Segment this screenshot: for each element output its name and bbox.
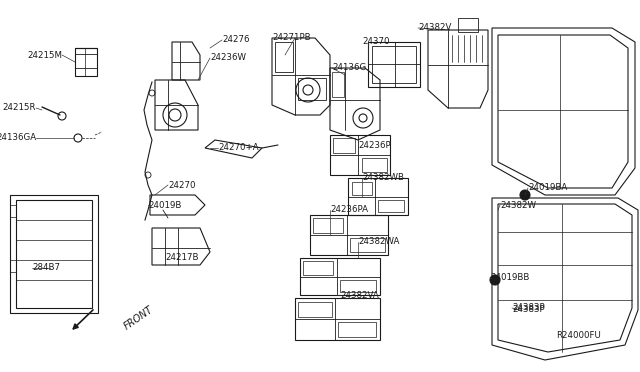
Bar xyxy=(275,42,293,72)
Text: 24215R: 24215R xyxy=(3,103,36,112)
Bar xyxy=(378,200,404,212)
Text: 24019BB: 24019BB xyxy=(490,273,529,282)
Text: 24236PA: 24236PA xyxy=(330,205,368,215)
Text: 24382VA: 24382VA xyxy=(340,291,379,299)
Circle shape xyxy=(520,190,530,200)
Bar xyxy=(340,280,376,292)
Text: FRONT: FRONT xyxy=(122,304,155,331)
Text: 284B7: 284B7 xyxy=(32,263,60,273)
Bar xyxy=(16,200,92,308)
Text: 24236P: 24236P xyxy=(358,141,390,150)
Bar xyxy=(352,182,372,195)
Text: 24383P: 24383P xyxy=(512,305,545,314)
Text: 24236W: 24236W xyxy=(210,54,246,62)
Bar xyxy=(332,72,344,97)
Text: 24370: 24370 xyxy=(362,38,390,46)
Text: 24215M: 24215M xyxy=(27,51,62,60)
Text: R24000FU: R24000FU xyxy=(556,331,601,340)
Text: 24271PB: 24271PB xyxy=(272,33,310,42)
Text: 24270: 24270 xyxy=(168,180,195,189)
Bar xyxy=(338,322,376,337)
Bar xyxy=(458,18,478,32)
Text: 24383P: 24383P xyxy=(512,304,545,312)
Bar xyxy=(298,78,326,100)
Bar xyxy=(362,158,387,172)
Text: 24019B: 24019B xyxy=(148,201,181,209)
Text: 24019BA: 24019BA xyxy=(528,183,567,192)
Text: 24382V: 24382V xyxy=(418,23,451,32)
Bar xyxy=(10,195,98,313)
Bar xyxy=(313,218,343,233)
Bar xyxy=(333,138,355,153)
Text: 24136G: 24136G xyxy=(332,64,366,73)
Bar xyxy=(350,238,385,252)
Text: 24136GA: 24136GA xyxy=(0,134,36,142)
Bar xyxy=(75,48,97,76)
Bar xyxy=(372,46,416,83)
Text: 24382W: 24382W xyxy=(500,201,536,209)
Text: 24270+A: 24270+A xyxy=(218,144,259,153)
Bar xyxy=(303,261,333,275)
Bar xyxy=(298,302,332,317)
Bar xyxy=(368,42,420,87)
Text: 24382WA: 24382WA xyxy=(358,237,399,247)
Bar xyxy=(10,260,16,272)
Circle shape xyxy=(490,275,500,285)
Text: 24382WB: 24382WB xyxy=(362,173,404,183)
Text: 24276: 24276 xyxy=(222,35,250,45)
Text: 24217B: 24217B xyxy=(165,253,198,263)
Bar xyxy=(10,205,16,217)
